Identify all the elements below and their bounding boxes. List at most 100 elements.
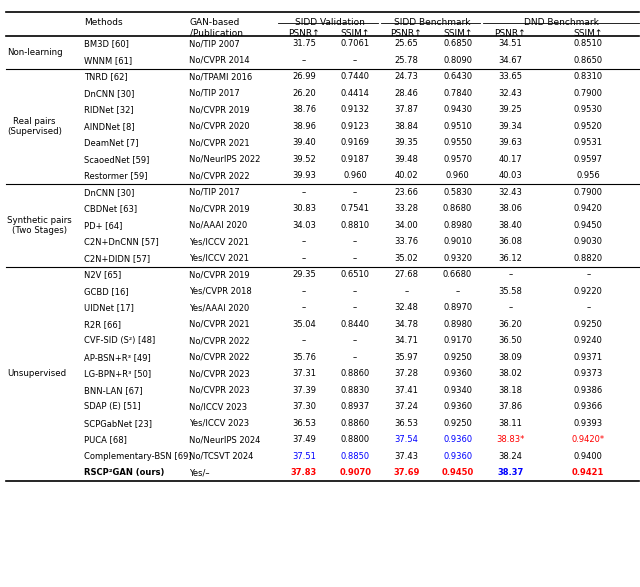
Text: Methods: Methods: [84, 18, 123, 26]
Text: 40.17: 40.17: [499, 155, 522, 164]
Text: 0.8650: 0.8650: [573, 56, 603, 65]
Text: 0.8850: 0.8850: [340, 452, 370, 461]
Text: 30.83: 30.83: [292, 204, 316, 213]
Text: Yes/ICCV 2023: Yes/ICCV 2023: [189, 419, 250, 428]
Text: SCPGabNet [23]: SCPGabNet [23]: [84, 419, 152, 428]
Text: –: –: [508, 270, 513, 279]
Text: SIDD Validation: SIDD Validation: [294, 18, 365, 26]
Text: WNNM [61]: WNNM [61]: [84, 56, 132, 65]
Text: –: –: [353, 353, 357, 362]
Text: SDAP (E) [51]: SDAP (E) [51]: [84, 402, 140, 411]
Text: 38.18: 38.18: [499, 386, 522, 394]
Text: No/CVPR 2023: No/CVPR 2023: [189, 386, 250, 394]
Text: 34.67: 34.67: [499, 56, 522, 65]
Text: Yes/ICCV 2021: Yes/ICCV 2021: [189, 237, 250, 247]
Text: No/CVPR 2021: No/CVPR 2021: [189, 320, 250, 329]
Text: 25.65: 25.65: [394, 39, 419, 48]
Text: 0.9570: 0.9570: [443, 155, 472, 164]
Text: 0.5830: 0.5830: [443, 188, 472, 197]
Text: 0.8810: 0.8810: [340, 221, 370, 230]
Text: 0.7900: 0.7900: [574, 89, 603, 98]
Text: Real pairs
(Supervised): Real pairs (Supervised): [7, 117, 62, 136]
Text: 36.50: 36.50: [499, 336, 522, 345]
Text: C2N+DIDN [57]: C2N+DIDN [57]: [84, 254, 150, 263]
Text: TNRD [62]: TNRD [62]: [84, 72, 127, 81]
Text: 0.9421: 0.9421: [572, 468, 605, 477]
Text: 0.9250: 0.9250: [443, 419, 472, 428]
Text: 35.58: 35.58: [499, 287, 522, 296]
Text: PD+ [64]: PD+ [64]: [84, 221, 122, 230]
Text: 32.48: 32.48: [394, 303, 419, 312]
Text: PSNR↑: PSNR↑: [495, 29, 526, 38]
Text: No/AAAI 2020: No/AAAI 2020: [189, 221, 248, 230]
Text: Yes/–: Yes/–: [189, 468, 210, 477]
Text: 0.9250: 0.9250: [574, 320, 603, 329]
Text: RIDNet [32]: RIDNet [32]: [84, 105, 133, 114]
Text: DeamNet [7]: DeamNet [7]: [84, 139, 138, 147]
Text: 38.09: 38.09: [499, 353, 522, 362]
Text: 0.8510: 0.8510: [574, 39, 603, 48]
Text: –: –: [302, 303, 306, 312]
Text: 37.86: 37.86: [499, 402, 522, 411]
Text: N2V [65]: N2V [65]: [84, 270, 121, 279]
Text: 0.7541: 0.7541: [340, 204, 370, 213]
Text: 38.40: 38.40: [499, 221, 522, 230]
Text: 32.43: 32.43: [499, 188, 522, 197]
Text: 0.9240: 0.9240: [574, 336, 603, 345]
Text: No/CVPR 2019: No/CVPR 2019: [189, 105, 250, 114]
Text: Yes/AAAI 2020: Yes/AAAI 2020: [189, 303, 250, 312]
Text: 0.9320: 0.9320: [443, 254, 472, 263]
Text: 38.96: 38.96: [292, 122, 316, 131]
Text: 0.9450: 0.9450: [574, 221, 603, 230]
Text: 0.9170: 0.9170: [443, 336, 472, 345]
Text: 36.53: 36.53: [394, 419, 419, 428]
Text: DnCNN [30]: DnCNN [30]: [84, 89, 134, 98]
Text: 0.9360: 0.9360: [443, 369, 472, 378]
Text: 0.9360: 0.9360: [443, 402, 472, 411]
Text: 34.51: 34.51: [499, 39, 522, 48]
Text: 36.53: 36.53: [292, 419, 316, 428]
Text: SSIM↑: SSIM↑: [573, 29, 603, 38]
Text: –: –: [586, 270, 591, 279]
Text: –: –: [508, 303, 513, 312]
Text: 37.31: 37.31: [292, 369, 316, 378]
Text: 0.9360: 0.9360: [443, 435, 472, 444]
Text: 26.20: 26.20: [292, 89, 316, 98]
Text: 37.43: 37.43: [394, 452, 419, 461]
Text: 37.83: 37.83: [291, 468, 317, 477]
Text: 0.9123: 0.9123: [340, 122, 370, 131]
Text: 37.28: 37.28: [394, 369, 419, 378]
Text: 37.87: 37.87: [394, 105, 419, 114]
Text: 0.960: 0.960: [343, 171, 367, 180]
Text: 38.06: 38.06: [499, 204, 522, 213]
Text: No/CVPR 2014: No/CVPR 2014: [189, 56, 250, 65]
Text: DnCNN [30]: DnCNN [30]: [84, 188, 134, 197]
Text: PUCA [68]: PUCA [68]: [84, 435, 127, 444]
Text: 29.35: 29.35: [292, 270, 316, 279]
Text: No/CVPR 2022: No/CVPR 2022: [189, 171, 250, 180]
Text: SIDD Benchmark: SIDD Benchmark: [394, 18, 470, 26]
Text: –: –: [404, 287, 408, 296]
Text: 0.9386: 0.9386: [573, 386, 603, 394]
Text: 38.11: 38.11: [499, 419, 522, 428]
Text: –: –: [302, 254, 306, 263]
Text: –: –: [353, 303, 357, 312]
Text: 0.9187: 0.9187: [340, 155, 370, 164]
Text: 0.9373: 0.9373: [573, 369, 603, 378]
Text: 0.8310: 0.8310: [573, 72, 603, 81]
Text: 39.63: 39.63: [499, 139, 522, 147]
Text: BM3D [60]: BM3D [60]: [84, 39, 129, 48]
Text: 39.25: 39.25: [499, 105, 522, 114]
Text: 39.52: 39.52: [292, 155, 316, 164]
Text: 38.83*: 38.83*: [496, 435, 525, 444]
Text: PSNR↑: PSNR↑: [390, 29, 422, 38]
Text: 0.8860: 0.8860: [340, 419, 370, 428]
Text: –: –: [302, 237, 306, 247]
Text: RSCP²GAN (ours): RSCP²GAN (ours): [84, 468, 164, 477]
Text: No/CVPR 2020: No/CVPR 2020: [189, 122, 250, 131]
Text: 0.9169: 0.9169: [340, 139, 370, 147]
Text: SSIM↑: SSIM↑: [443, 29, 472, 38]
Text: No/TCSVT 2024: No/TCSVT 2024: [189, 452, 253, 461]
Text: 0.7900: 0.7900: [574, 188, 603, 197]
Text: –: –: [353, 336, 357, 345]
